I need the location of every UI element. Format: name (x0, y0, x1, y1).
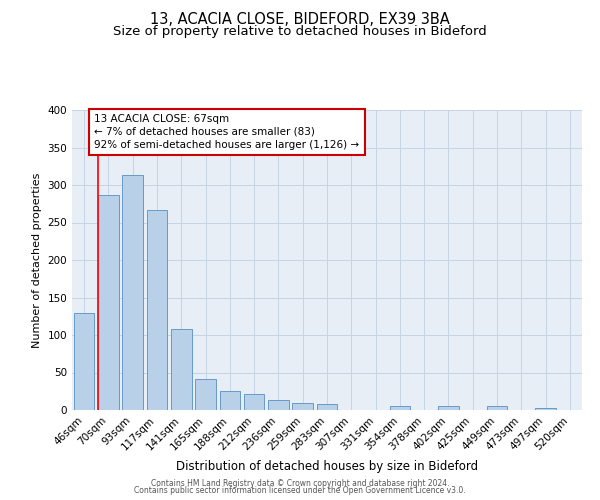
Text: Contains public sector information licensed under the Open Government Licence v3: Contains public sector information licen… (134, 486, 466, 495)
Bar (122, 176, 143, 410)
Text: 13 ACACIA CLOSE: 67sqm
← 7% of detached houses are smaller (83)
92% of semi-deta: 13 ACACIA CLOSE: 67sqm ← 7% of detached … (94, 114, 359, 150)
Bar (146, 210, 167, 410)
Bar (220, 391, 240, 410)
Bar (317, 404, 337, 410)
Bar (195, 379, 216, 410)
Bar (74, 312, 94, 410)
Bar (487, 406, 508, 410)
X-axis label: Distribution of detached houses by size in Bideford: Distribution of detached houses by size … (176, 460, 478, 473)
Bar (535, 408, 556, 410)
Y-axis label: Number of detached properties: Number of detached properties (32, 172, 42, 348)
Bar (244, 394, 265, 410)
Bar (292, 403, 313, 410)
Bar (389, 406, 410, 410)
Bar (438, 406, 459, 410)
Bar (268, 400, 289, 410)
Bar (171, 329, 191, 410)
Bar (98, 194, 119, 410)
Text: Contains HM Land Registry data © Crown copyright and database right 2024.: Contains HM Land Registry data © Crown c… (151, 478, 449, 488)
Text: Size of property relative to detached houses in Bideford: Size of property relative to detached ho… (113, 25, 487, 38)
Text: 13, ACACIA CLOSE, BIDEFORD, EX39 3BA: 13, ACACIA CLOSE, BIDEFORD, EX39 3BA (150, 12, 450, 28)
